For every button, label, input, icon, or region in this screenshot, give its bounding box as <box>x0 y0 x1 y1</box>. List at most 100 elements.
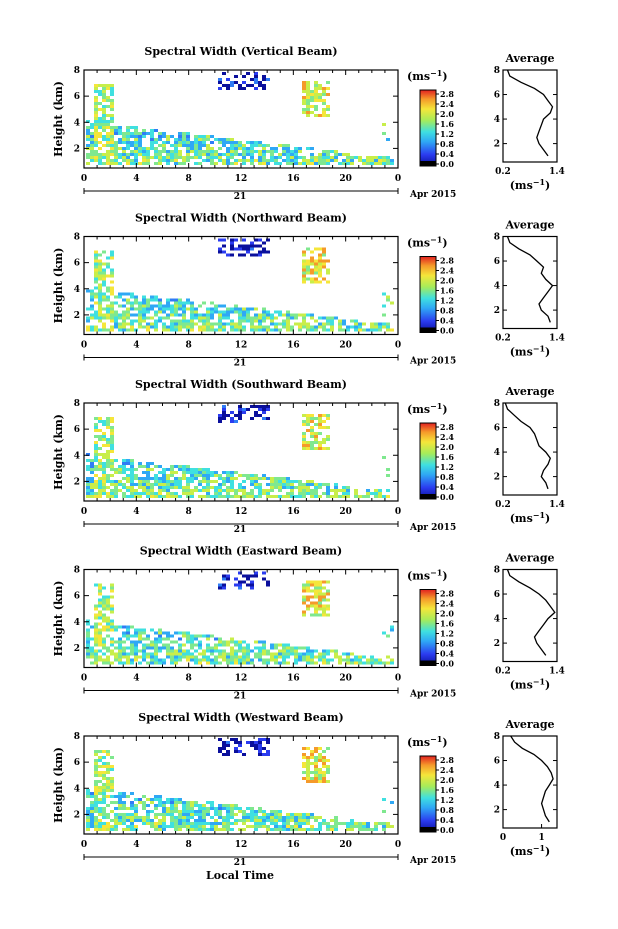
heatmap-cell <box>250 241 254 245</box>
heatmap-cell <box>134 807 138 810</box>
heatmap-cell <box>206 471 210 474</box>
heatmap-cell <box>86 649 90 653</box>
heatmap-cell <box>154 141 158 144</box>
heatmap-cell <box>110 495 114 498</box>
heatmap-cell <box>306 658 310 662</box>
heatmap-cell <box>90 661 94 665</box>
heatmap-cell <box>106 150 110 153</box>
heatmap-cell <box>242 253 246 257</box>
heatmap-cell <box>142 480 146 483</box>
heatmap-cell <box>266 813 270 816</box>
heatmap-cell <box>322 90 326 93</box>
heatmap-cell <box>306 607 310 611</box>
heatmap-cell <box>94 325 98 329</box>
heatmap-cell <box>118 795 122 798</box>
heatmap-cell <box>94 637 98 641</box>
unit-close: ) <box>442 70 447 83</box>
heatmap-cell <box>314 756 318 759</box>
heatmap-cell <box>306 483 310 486</box>
heatmap-cell <box>206 483 210 486</box>
heatmap-cell <box>186 813 190 816</box>
heatmap-cell <box>162 150 166 153</box>
heatmap-cell <box>142 816 146 819</box>
colorbar-tick-label: 2.8 <box>440 89 454 99</box>
heatmap-cell <box>314 649 318 653</box>
y-axis-label: Height (km) <box>52 581 65 657</box>
heatmap-cell <box>246 153 250 156</box>
heatmap-cell <box>306 480 310 483</box>
heatmap-cell <box>386 634 390 638</box>
heatmap-cell <box>106 619 110 623</box>
panel-0: Spectral Width (Vertical Beam)2468Height… <box>52 45 565 202</box>
heatmap-cell <box>194 322 198 326</box>
heatmap-cell <box>302 322 306 326</box>
colorbar-tick-label: 2.0 <box>440 442 454 452</box>
heatmap-cell <box>222 640 226 644</box>
heatmap-cell <box>230 322 234 326</box>
heatmap-cell <box>250 307 254 311</box>
heatmap-cell <box>294 652 298 656</box>
heatmap-cell <box>370 655 374 659</box>
heatmap-cell <box>94 141 98 144</box>
heatmap-cell <box>218 747 222 750</box>
heatmap-cell <box>238 408 242 411</box>
heatmap-cell <box>238 583 242 587</box>
heatmap-cell <box>86 126 90 129</box>
heatmap-cell <box>98 750 102 753</box>
heatmap-cell <box>226 753 230 756</box>
heatmap-cell <box>210 474 214 477</box>
heatmap-cell <box>162 819 166 822</box>
heatmap-cell <box>314 495 318 498</box>
heatmap-cell <box>282 486 286 489</box>
heatmap-cell <box>118 640 122 644</box>
heatmap-cell <box>98 301 102 305</box>
heatmap-cell <box>254 72 258 75</box>
heatmap-cell <box>306 771 310 774</box>
heatmap-cell <box>186 325 190 329</box>
heatmap-cell <box>158 144 162 147</box>
heatmap-cell <box>110 459 114 462</box>
heatmap-cell <box>90 819 94 822</box>
heatmap-cell <box>210 804 214 807</box>
heatmap-cell <box>222 828 226 831</box>
heatmap-cell <box>222 325 226 329</box>
colorbar <box>419 256 437 333</box>
x-tick-label: 0 <box>81 174 87 184</box>
heatmap-cell <box>110 795 114 798</box>
colorbar-tick-label: 0.8 <box>440 139 454 149</box>
heatmap-cell <box>126 162 130 165</box>
heatmap-cell <box>86 619 90 623</box>
heatmap-cell <box>226 78 230 81</box>
heatmap-cell <box>98 277 102 281</box>
heatmap-cell <box>218 159 222 162</box>
heatmap-cell <box>230 319 234 323</box>
heatmap-cell <box>86 819 90 822</box>
heatmap-cell <box>134 658 138 662</box>
heatmap-cell <box>190 328 194 332</box>
heatmap-cell <box>158 477 162 480</box>
heatmap-cell <box>302 495 306 498</box>
heatmap-cell <box>306 822 310 825</box>
heatmap-cell <box>154 492 158 495</box>
heatmap-cell <box>262 153 266 156</box>
heatmap-cell <box>154 822 158 825</box>
heatmap-cell <box>214 310 218 314</box>
heatmap-cell <box>238 661 242 665</box>
heatmap-cell <box>114 816 118 819</box>
heatmap-cell <box>174 162 178 165</box>
heatmap-cell <box>110 610 114 614</box>
heatmap-cell <box>122 819 126 822</box>
heatmap-cell <box>342 658 346 662</box>
heatmap-cell <box>266 489 270 492</box>
heatmap-cell <box>222 84 226 87</box>
heatmap-cell <box>126 459 130 462</box>
heatmap-cell <box>106 420 110 423</box>
heatmap-cell <box>114 828 118 831</box>
heatmap-cell <box>142 631 146 635</box>
y-tick-label: 8 <box>74 399 80 409</box>
heatmap-cell <box>322 247 326 251</box>
heatmap-cell <box>94 286 98 290</box>
heatmap-cell <box>362 328 366 332</box>
heatmap-cell <box>214 150 218 153</box>
heatmap-cell <box>102 810 106 813</box>
